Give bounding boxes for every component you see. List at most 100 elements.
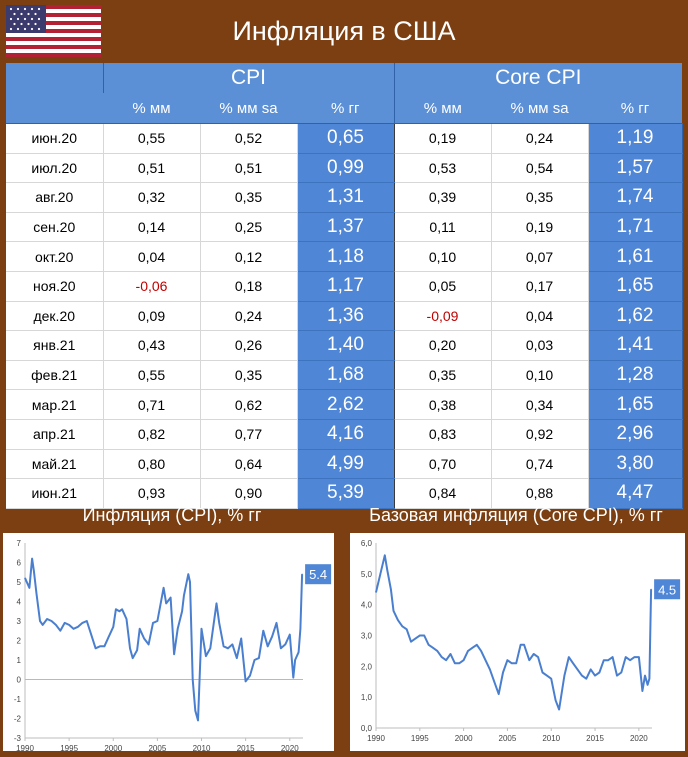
row-month-label: янв.21 [6, 330, 104, 361]
data-point [541, 671, 544, 674]
cell-core-mm: 0,39 [394, 182, 492, 213]
data-point [197, 719, 199, 721]
column-header: % мм sa [200, 93, 297, 124]
column-header: % мм [103, 93, 200, 124]
cell-core-mm: 0,35 [394, 360, 492, 391]
data-point [607, 659, 609, 661]
table-row: июл.20 0,51 0,51 0,99 0,53 0,54 1,57 [6, 153, 683, 184]
column-header: % мм [394, 93, 492, 124]
x-tick-label: 2015 [586, 734, 604, 743]
data-point [240, 637, 242, 640]
cell-cpi-mm: 0,09 [103, 301, 201, 332]
data-point [633, 656, 636, 658]
y-tick-label: 2 [17, 637, 22, 646]
data-point [644, 675, 646, 677]
data-point [64, 622, 66, 624]
data-point [163, 587, 165, 589]
data-point [581, 675, 583, 677]
cell-cpi-yy: 1,37 [297, 212, 395, 243]
inflation-table: CPI Core CPI % мм % мм sa % гг % мм % мм… [6, 63, 683, 509]
cell-core-yy: 4,47 [588, 478, 683, 509]
chart-cpi: -3 -2 -1 0 1 2 3 4 5 6 7 1990 1995 2000 2005 2010 2015 20… [3, 533, 334, 753]
data-point [384, 554, 386, 556]
data-point [267, 645, 269, 647]
data-point [42, 624, 44, 626]
cell-core-mm-sa: 0,07 [491, 241, 589, 272]
end-value-label: 5.4 [309, 567, 327, 582]
data-point [397, 619, 399, 621]
data-point [523, 644, 525, 646]
cell-cpi-yy: 1,40 [297, 330, 395, 361]
cell-core-mm-sa: 0,34 [491, 389, 589, 420]
data-point [511, 662, 513, 664]
y-tick-label: 7 [17, 539, 22, 548]
chart-cpi-svg: -3 -2 -1 0 1 2 3 4 5 6 7 1990 1995 2000 2005 2010 2015 20… [14, 539, 332, 753]
data-point [294, 659, 296, 661]
cell-cpi-mm-sa: 0,62 [200, 389, 298, 420]
y-tick-label: 3,0 [361, 632, 373, 641]
cell-cpi-yy: 1,18 [297, 241, 395, 272]
data-point [650, 588, 652, 590]
data-point [476, 644, 478, 646]
group-header-cpi: CPI [103, 63, 395, 93]
cell-core-yy: 1,62 [588, 301, 683, 332]
y-tick-label: 4 [17, 598, 22, 607]
cell-cpi-mm: -0,06 [103, 271, 201, 302]
cell-core-yy: 1,61 [588, 241, 683, 272]
row-month-label: ноя.20 [6, 271, 104, 302]
row-month-label: дек.20 [6, 301, 104, 332]
row-month-label: мар.21 [6, 389, 104, 420]
data-point [449, 653, 452, 655]
cell-cpi-mm: 0,82 [103, 419, 201, 450]
cell-cpi-mm-sa: 0,90 [200, 478, 298, 509]
table-row: июн.21 0,93 0,90 5,39 0,84 0,88 4,47 [6, 478, 683, 509]
data-point [568, 656, 570, 658]
data-point [115, 608, 117, 610]
data-point [441, 656, 443, 658]
series-line [24, 557, 304, 722]
cell-core-mm: 0,20 [394, 330, 492, 361]
data-point [125, 618, 128, 620]
cell-core-mm: 0,70 [394, 449, 492, 480]
data-point [55, 624, 57, 626]
data-point [484, 659, 487, 661]
data-point [59, 630, 61, 632]
cell-cpi-yy: 1,17 [297, 271, 395, 302]
y-tick-label: 6 [17, 559, 22, 568]
data-point [390, 588, 392, 590]
data-point [298, 651, 300, 653]
y-tick-label: 2,0 [361, 662, 373, 671]
data-point [616, 675, 618, 677]
cell-cpi-mm: 0,51 [103, 153, 201, 184]
data-point [537, 656, 539, 658]
data-point [520, 644, 522, 646]
data-point [173, 653, 175, 655]
cell-cpi-mm: 0,55 [103, 123, 201, 154]
data-point [129, 647, 131, 649]
cell-cpi-mm: 0,14 [103, 212, 201, 243]
cell-cpi-mm: 0,80 [103, 449, 201, 480]
data-point [139, 628, 141, 630]
cell-core-yy: 1,28 [588, 360, 683, 391]
data-point [170, 597, 172, 599]
data-point [603, 659, 605, 661]
data-point [77, 626, 79, 628]
data-point [39, 620, 41, 622]
cell-cpi-mm: 0,32 [103, 182, 201, 213]
y-tick-label: 4,0 [361, 601, 373, 610]
data-point [498, 693, 500, 695]
cell-cpi-mm-sa: 0,24 [200, 301, 298, 332]
data-point [590, 668, 592, 670]
cell-core-mm-sa: 0,35 [491, 182, 589, 213]
end-value-label: 4.5 [658, 582, 676, 597]
corner-cell [6, 93, 103, 124]
cell-core-mm: 0,84 [394, 478, 492, 509]
data-point [28, 587, 30, 589]
data-point [436, 650, 438, 652]
data-point [585, 678, 587, 680]
cell-core-mm-sa: 0,19 [491, 212, 589, 243]
page-title: Инфляция в США [232, 16, 456, 46]
us-flag-icon [6, 5, 101, 57]
data-point [419, 634, 421, 637]
data-point [143, 637, 145, 640]
